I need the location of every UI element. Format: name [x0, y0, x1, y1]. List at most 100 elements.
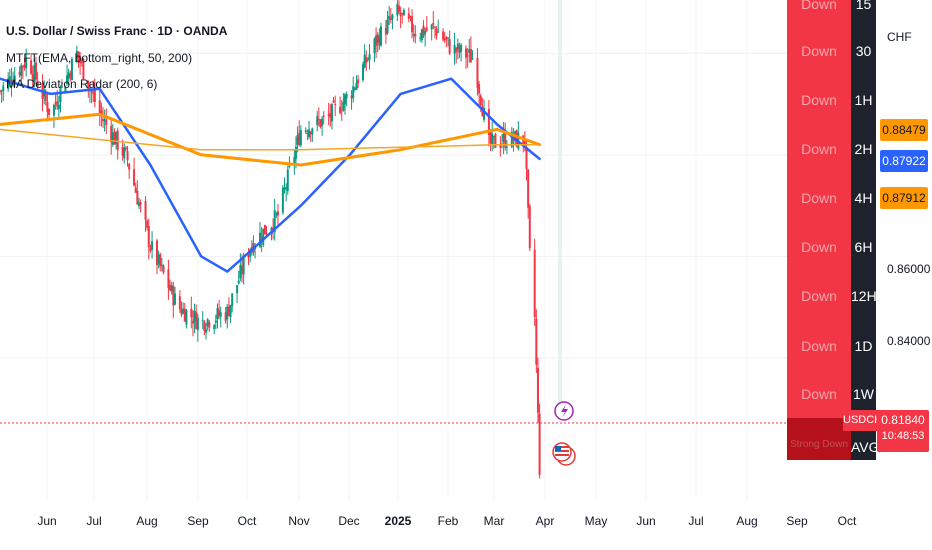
candle-body	[276, 211, 279, 216]
candle-body	[411, 16, 414, 33]
mtf-tf-1w: 1W	[853, 386, 874, 402]
candle-body	[190, 308, 193, 318]
candle-body	[334, 104, 337, 106]
candle-body	[115, 131, 118, 145]
candle-body	[224, 312, 227, 321]
candle-body	[0, 90, 1, 92]
candle-body	[487, 109, 490, 135]
candle-body	[13, 75, 16, 84]
time-label-may: May	[584, 514, 608, 528]
candle-body	[191, 320, 194, 324]
mtf-status-12h: Down	[801, 288, 837, 304]
candle-body	[226, 306, 229, 320]
candle-body	[352, 86, 355, 99]
candle-body	[185, 310, 188, 325]
highlight-bar	[558, 0, 562, 420]
candle-body	[281, 187, 284, 213]
candle-body	[214, 320, 217, 323]
candle-body	[262, 228, 265, 245]
candle-body	[159, 254, 162, 267]
candle-body	[494, 134, 497, 148]
candle-body	[283, 187, 286, 190]
candle-body	[386, 19, 389, 34]
candle-body	[344, 94, 347, 105]
candle-body	[442, 31, 445, 40]
price-axis[interactable]	[876, 0, 932, 550]
candle-body	[523, 141, 526, 145]
time-label-mar: Mar	[483, 514, 505, 528]
candle-body	[378, 35, 381, 46]
chart-title[interactable]: U.S. Dollar / Swiss Franc · 1D · OANDA	[6, 24, 228, 38]
time-label-2025: 2025	[384, 514, 412, 528]
candle-body	[489, 132, 492, 144]
lightning-icon[interactable]	[554, 401, 574, 421]
candle-body	[515, 130, 518, 147]
indicator-legend-mtft[interactable]: MTFT(EMA, bottom_right, 50, 200)	[6, 51, 193, 65]
mtf-tf-15: 15	[855, 0, 872, 12]
candle-body	[363, 54, 366, 68]
candle-body	[183, 308, 186, 322]
candle-body	[375, 35, 378, 46]
candle-body	[430, 24, 433, 30]
candle-body	[373, 38, 376, 53]
candle-body	[316, 116, 319, 126]
candle-body	[424, 31, 427, 35]
candle-body	[216, 308, 219, 320]
candle-body	[445, 37, 448, 40]
candle-body	[401, 13, 404, 15]
candle-body	[365, 57, 368, 63]
candle-body	[329, 113, 332, 118]
price-tag-ema200: 0.87912	[880, 187, 928, 209]
candle-body	[242, 257, 245, 275]
candle-body	[435, 28, 438, 36]
time-label-sep-2025: Sep	[786, 514, 808, 528]
candle-body	[69, 73, 72, 78]
candle-body	[355, 82, 358, 91]
candle-body	[80, 61, 83, 63]
candle-body	[465, 48, 468, 58]
candle-body	[447, 37, 450, 39]
candle-body	[2, 85, 5, 92]
candle-body	[239, 265, 242, 279]
candle-body	[384, 28, 387, 35]
candle-body	[124, 147, 127, 150]
candle-body	[21, 66, 24, 68]
candle-body	[437, 31, 440, 33]
candle-body	[111, 132, 114, 145]
candle-body	[478, 84, 481, 94]
candle-body	[538, 413, 541, 475]
candle-body	[56, 101, 59, 107]
candle-body	[396, 4, 399, 16]
candle-body	[458, 45, 461, 53]
candle-body	[350, 95, 353, 99]
candle-body	[203, 321, 206, 331]
candle-body	[510, 131, 513, 148]
candle-body	[309, 132, 312, 135]
mtf-status-6h: Down	[801, 239, 837, 255]
indicator-legend-ma-deviation[interactable]: MA Deviation Radar (200, 6)	[6, 77, 158, 91]
mtf-status-1d: Down	[801, 338, 837, 354]
candle-body	[236, 285, 239, 294]
candle-body	[260, 236, 263, 242]
mtf-tf-12h: 12H	[851, 288, 877, 304]
mtf-timeframe-column	[851, 0, 876, 460]
candle-body	[206, 319, 209, 327]
candle-body	[25, 58, 28, 69]
us-flag-icon[interactable]	[552, 442, 576, 466]
candle-body	[409, 16, 412, 18]
candle-body	[265, 233, 268, 235]
mtf-status-avg: Strong Down	[790, 439, 848, 450]
ema50-line	[0, 77, 541, 273]
mtf-tf-1h: 1H	[854, 92, 873, 108]
time-label-dec: Dec	[338, 514, 360, 528]
candle-body	[218, 309, 221, 317]
candle-body	[67, 72, 70, 79]
last-price-value: 0.81840	[881, 413, 925, 427]
candle-body	[213, 325, 216, 329]
candle-body	[54, 102, 57, 104]
candle-body	[195, 312, 198, 329]
mtf-tf-6h: 6H	[854, 239, 873, 255]
candle-body	[231, 293, 234, 307]
currency-label: CHF	[887, 30, 912, 44]
